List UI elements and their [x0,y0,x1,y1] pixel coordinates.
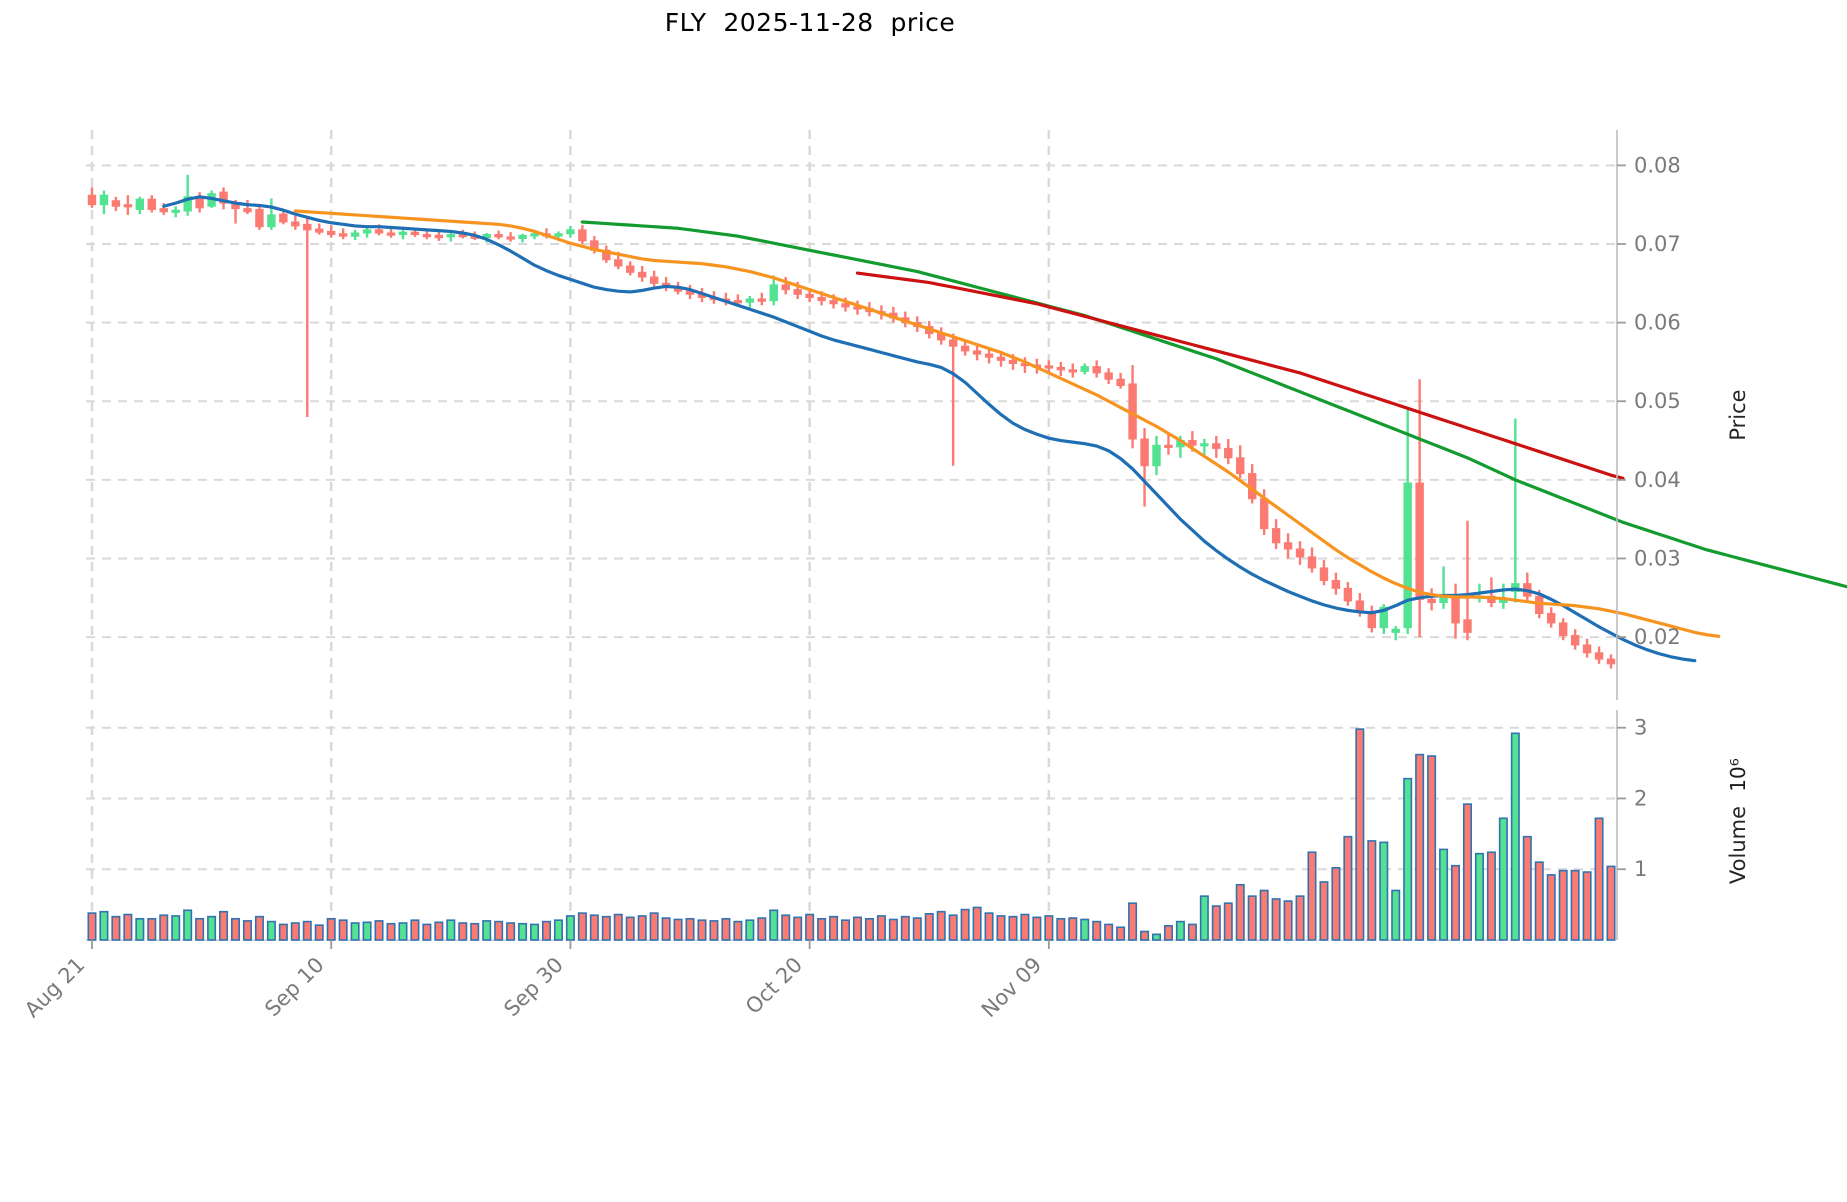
svg-text:Volume: Volume [1726,806,1750,884]
svg-text:0.03: 0.03 [1634,546,1681,570]
svg-text:1: 1 [1634,857,1647,881]
svg-text:0.06: 0.06 [1634,311,1681,335]
svg-text:Aug 21: Aug 21 [20,953,90,1023]
svg-text:0.08: 0.08 [1634,153,1681,177]
moving-average-overlays [162,195,1847,663]
volume-bar-series [87,728,1616,941]
svg-text:0.04: 0.04 [1634,468,1681,492]
svg-text:0.02: 0.02 [1634,625,1681,649]
svg-text:10⁶: 10⁶ [1726,758,1750,791]
svg-text:Sep 30: Sep 30 [499,953,568,1022]
vertical-gridlines [90,130,1051,940]
svg-text:3: 3 [1634,716,1647,740]
candlestick-series [87,174,1616,669]
svg-text:0.05: 0.05 [1634,389,1681,413]
chart-title: FLY 2025-11-28 price [664,8,956,37]
svg-text:Price: Price [1726,389,1750,440]
svg-text:Sep 10: Sep 10 [260,953,329,1022]
svg-text:2: 2 [1634,786,1647,810]
svg-text:0.07: 0.07 [1634,232,1681,256]
date-axis-ticks: Aug 21 Sep 10 Sep 30 Oct 20 Nov 09 [20,940,1050,1023]
axis-titles: Price Volume 10⁶ [1726,389,1750,884]
volume-axis-ticks: 3 2 1 [1617,716,1647,881]
price-axis-ticks: 0.08 0.07 0.06 0.05 0.04 0.03 0.02 [1617,153,1681,649]
svg-text:Nov 09: Nov 09 [977,953,1047,1023]
svg-text:Oct 20: Oct 20 [741,953,807,1019]
